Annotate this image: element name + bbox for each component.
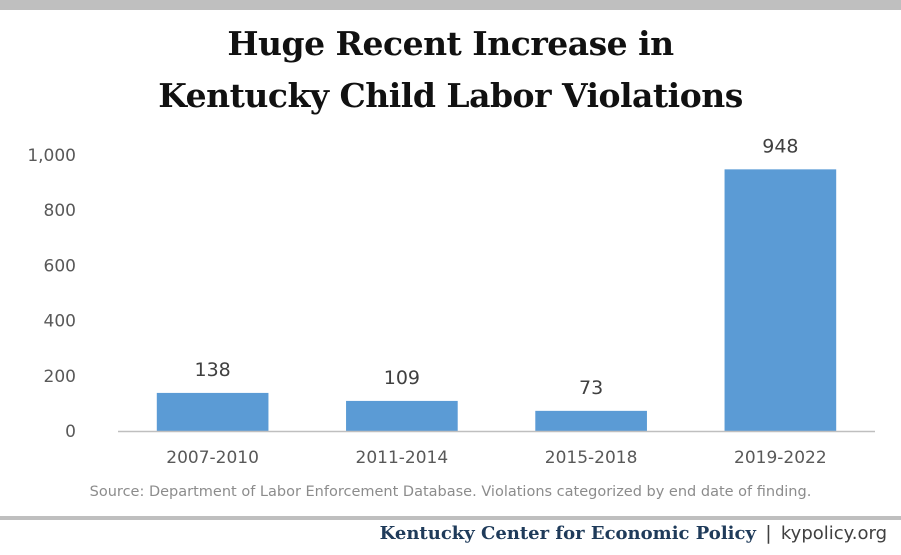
y-tick-label: 0 (65, 422, 76, 442)
chart-title: Huge Recent Increase in Kentucky Child L… (0, 18, 901, 122)
data-label: 138 (194, 359, 230, 381)
footer-separator: | (765, 522, 772, 544)
x-tick-label: 2019-2022 (734, 448, 827, 468)
bar-chart: 0 200 400 600 800 1,000 138 2007-2010 109 2011-20… (27, 135, 875, 468)
bar (156, 392, 269, 431)
chart-title-line-2: Kentucky Child Labor Violations (158, 76, 743, 115)
y-tick-label: 200 (44, 367, 76, 387)
bar (724, 169, 837, 432)
footer: Kentucky Center for Economic Policy | ky… (380, 522, 887, 545)
footer-website: kypolicy.org (780, 523, 887, 544)
y-tick-label: 800 (44, 201, 76, 221)
footer-rule (0, 516, 901, 520)
footer-org-name: Kentucky Center for Economic Policy (379, 523, 756, 544)
source-note: Source: Department of Labor Enforcement … (89, 484, 812, 500)
x-tick-label: 2007-2010 (166, 448, 259, 468)
y-tick-label: 600 (44, 256, 76, 276)
chart-title-line-1: Huge Recent Increase in (227, 24, 674, 63)
x-tick-label: 2015-2018 (545, 448, 638, 468)
data-label: 73 (579, 377, 603, 399)
y-tick-label: 400 (44, 312, 76, 332)
top-band (0, 0, 901, 10)
data-label: 109 (384, 367, 420, 389)
data-label: 948 (762, 135, 798, 157)
y-tick-label: 1,000 (27, 146, 76, 166)
bar (346, 400, 458, 431)
x-tick-label: 2011-2014 (356, 448, 449, 468)
bar (535, 410, 647, 431)
